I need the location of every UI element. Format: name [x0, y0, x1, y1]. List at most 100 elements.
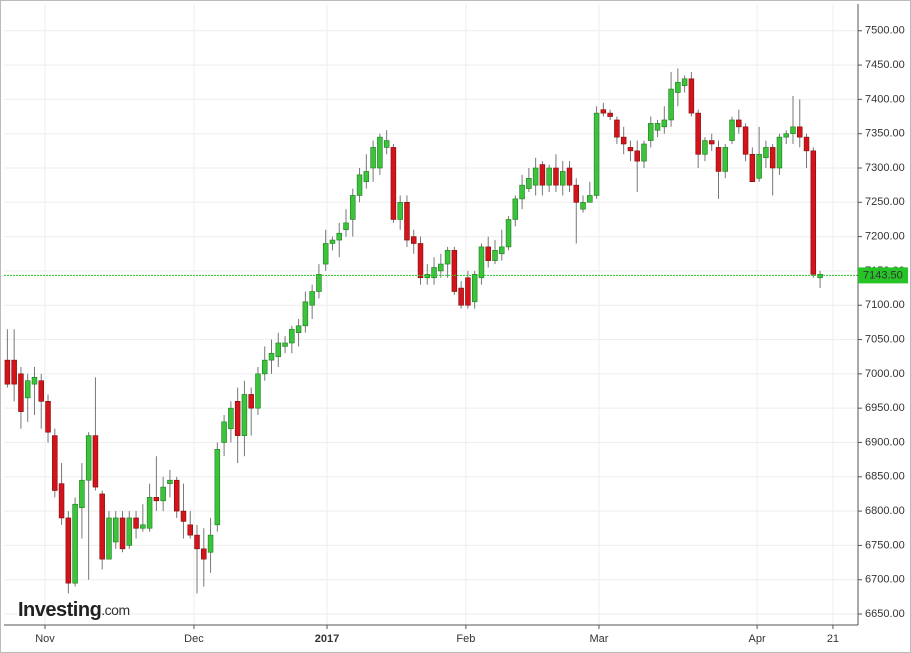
candle-body — [587, 195, 593, 203]
grid — [4, 4, 858, 625]
candle-body — [695, 112, 701, 155]
y-tick-label: 7200.00 — [865, 231, 905, 243]
candle-body — [539, 164, 546, 186]
candle-body — [363, 171, 370, 183]
last-price-box — [858, 267, 908, 284]
candle-body — [180, 510, 187, 522]
candle-body — [343, 222, 349, 231]
logo: Investing.com — [18, 599, 130, 621]
candle-body — [553, 167, 559, 186]
candle-body — [309, 291, 315, 306]
candle-body — [404, 202, 410, 241]
candle-body — [99, 493, 105, 560]
candle-body — [316, 274, 322, 292]
candle-body — [648, 123, 654, 141]
candle-body — [424, 274, 431, 279]
candle-body — [810, 150, 817, 275]
candle-body — [756, 153, 762, 179]
candle-body — [255, 373, 261, 409]
candle-body — [458, 287, 464, 306]
candle-body — [803, 136, 810, 152]
x-tick-label: 2017 — [315, 633, 339, 645]
candle-body — [173, 479, 180, 512]
candle-body — [106, 517, 112, 560]
candle-body — [471, 274, 478, 303]
logo-suffix: .com — [101, 602, 129, 618]
candle-body — [634, 150, 640, 162]
last-price-label: 7143.50 — [863, 269, 903, 281]
candle-body — [383, 140, 390, 148]
candle-body — [783, 133, 789, 138]
candle-body — [228, 407, 234, 430]
x-tick-label: Mar — [589, 633, 608, 645]
candle-body — [478, 246, 485, 279]
candle-body — [194, 534, 200, 550]
candle-body — [675, 81, 681, 93]
candle-body — [329, 239, 336, 244]
candle-body — [722, 147, 728, 172]
candle-body — [4, 359, 11, 385]
candle-body — [31, 376, 38, 385]
candle-body — [221, 421, 227, 443]
candle-body — [234, 401, 241, 436]
candle-body — [11, 359, 17, 385]
candle-body — [18, 373, 24, 412]
candle-body — [248, 394, 254, 409]
candle-body — [417, 243, 424, 279]
candles — [4, 68, 858, 594]
x-tick-label: Feb — [456, 633, 475, 645]
candle-body — [681, 78, 688, 86]
y-tick-label: 7300.00 — [865, 162, 905, 174]
candle-body — [620, 136, 627, 145]
candle-body — [729, 119, 735, 141]
candle-body — [38, 380, 44, 402]
candle-body — [153, 497, 160, 502]
candle-body — [559, 171, 566, 186]
candle-body — [275, 342, 282, 358]
candle-body — [654, 123, 661, 131]
candle-body — [72, 503, 78, 584]
candle-body — [45, 401, 51, 433]
x-tick-label: Apr — [749, 633, 766, 645]
candle-body — [546, 167, 552, 186]
candle-body — [397, 202, 403, 220]
candle-body — [661, 119, 668, 128]
candle-body — [499, 246, 505, 255]
candle-body — [492, 250, 498, 261]
axes: 6650.00 6700.00 6750.00 6800.00 6850.00 6900.… — [4, 4, 908, 645]
x-tick-label: Dec — [184, 633, 204, 645]
candle-body — [749, 153, 756, 183]
candle-body — [715, 147, 722, 172]
y-tick-label: 7250.00 — [865, 196, 905, 208]
candle-body — [370, 147, 376, 169]
candle-body — [790, 126, 796, 134]
x-tick-label: 21 — [827, 633, 839, 645]
candle-body — [451, 250, 458, 292]
candle-body — [261, 359, 268, 375]
candle-body — [742, 126, 749, 155]
candle-body — [146, 497, 153, 529]
y-tick-label: 7450.00 — [865, 59, 905, 71]
candle-body — [377, 136, 383, 169]
candle-body — [776, 136, 783, 169]
candle-body — [763, 147, 769, 159]
candle-body — [160, 486, 166, 502]
candle-body — [187, 524, 193, 536]
candle-body — [52, 435, 58, 491]
candle-body — [322, 243, 329, 265]
y-tick-label: 7000.00 — [865, 368, 905, 380]
candle-body — [736, 119, 742, 128]
candle-body — [350, 195, 356, 220]
y-tick-label: 6900.00 — [865, 436, 905, 448]
y-tick-label: 7100.00 — [865, 299, 905, 311]
y-tick-label: 7050.00 — [865, 333, 905, 345]
candle-body — [566, 167, 573, 186]
candle-body — [295, 325, 302, 333]
candle-body — [201, 548, 207, 560]
candle-body — [65, 517, 72, 584]
candle-body — [465, 277, 471, 306]
logo-name: Investing — [18, 599, 101, 621]
candle-body — [444, 250, 451, 265]
